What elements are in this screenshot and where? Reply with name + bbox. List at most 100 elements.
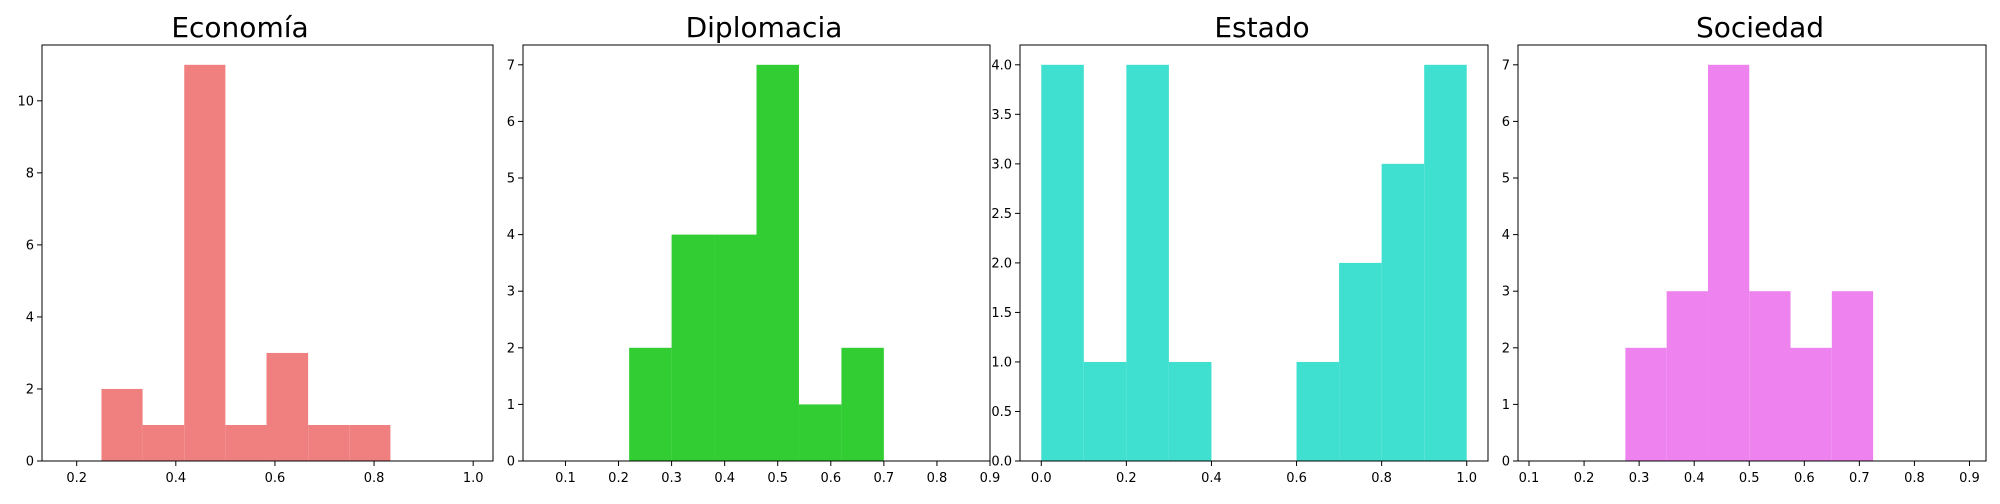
y-tick-label: 1 [507, 398, 515, 413]
y-tick-label: 1 [1502, 398, 1510, 413]
x-tick-label: 0.4 [165, 471, 186, 486]
histogram-bar [1168, 361, 1212, 461]
panel-title: Economía [171, 11, 308, 44]
histogram-bar [756, 64, 799, 462]
histogram-bar [629, 347, 672, 461]
x-tick-label: 0.2 [66, 471, 87, 486]
x-tick-label: 0.5 [767, 471, 788, 486]
panel-title: Estado [1214, 11, 1309, 44]
histogram-bar [1749, 291, 1791, 461]
panel-sociedad: Sociedad 0.1 0.2 0.3 0.4 0.5 0.6 0.7 0.8 0.9 0 1 2 3… [1502, 11, 1987, 486]
x-tick-label: 0.9 [1959, 471, 1980, 486]
histogram-bar [798, 404, 842, 461]
histogram-bar [1625, 347, 1667, 461]
y-tick-label: 1.5 [991, 306, 1012, 321]
histogram-bar [1666, 291, 1708, 461]
histogram-bar [142, 424, 185, 461]
panel-title: Sociedad [1696, 11, 1824, 44]
x-tick-label: 0.6 [820, 471, 841, 486]
y-tick-label: 1.0 [991, 355, 1012, 370]
y-tick-label: 10 [17, 94, 34, 109]
y-tick-label: 7 [1502, 58, 1510, 73]
x-tick-label: 0.2 [1574, 471, 1595, 486]
histogram-bar [225, 424, 267, 461]
x-tick-label: 0.3 [661, 471, 682, 486]
y-tick-label: 2 [26, 382, 34, 397]
y-tick-label: 6 [1502, 115, 1510, 130]
histogram-bar [1707, 64, 1750, 462]
x-tick-label: 0.3 [1629, 471, 1650, 486]
histogram-bar [266, 352, 309, 461]
y-tick-label: 2 [507, 341, 515, 356]
axes-frame [522, 44, 991, 462]
y-tick-label: 0 [26, 455, 34, 470]
histogram-bar [671, 234, 715, 461]
histogram-bar [841, 347, 884, 461]
axes-frame [1517, 44, 1987, 462]
y-tick-label: 0 [507, 455, 515, 470]
x-tick-label: 0.2 [1116, 471, 1137, 486]
y-tick-label: 3.5 [991, 108, 1012, 123]
histogram-bar [1041, 64, 1084, 462]
histogram-bar [1790, 347, 1832, 461]
x-tick-label: 0.7 [874, 471, 895, 486]
y-tick-label: 4 [507, 228, 515, 243]
y-tick-label: 0.0 [991, 455, 1012, 470]
y-tick-label: 3.0 [991, 157, 1012, 172]
y-tick-label: 3 [1502, 285, 1510, 300]
y-tick-label: 4 [26, 310, 34, 325]
y-tick-label: 4.0 [991, 58, 1012, 73]
x-tick-label: 0.8 [364, 471, 385, 486]
x-tick-label: 0.8 [927, 471, 948, 486]
x-tick-label: 0.1 [1519, 471, 1540, 486]
histogram-bar [1126, 64, 1169, 462]
panel-title: Diplomacia [686, 11, 843, 44]
x-tick-label: 0.9 [980, 471, 1001, 486]
histogram-bar [101, 388, 143, 461]
y-tick-label: 4 [1502, 228, 1510, 243]
x-tick-label: 0.6 [265, 471, 286, 486]
x-tick-label: 0.8 [1904, 471, 1925, 486]
x-tick-label: 1.0 [1456, 471, 1477, 486]
histogram-bar [1381, 163, 1425, 461]
x-tick-label: 0.8 [1371, 471, 1392, 486]
panel-diplomacia: Diplomacia 0.1 0.2 0.3 0.4 0.5 0.6 0.7 0.8 0.9 0 1… [507, 11, 1001, 486]
histogram-bar [714, 234, 757, 461]
x-tick-label: 0.6 [1794, 471, 1815, 486]
y-tick-label: 5 [1502, 172, 1510, 187]
x-tick-label: 0.4 [714, 471, 735, 486]
x-tick-label: 0.7 [1849, 471, 1870, 486]
histogram-bar [1424, 64, 1467, 462]
y-tick-label: 0 [1502, 455, 1510, 470]
y-tick-label: 2.0 [991, 256, 1012, 271]
axes-frame [41, 44, 494, 462]
histogram-bar [1296, 361, 1340, 461]
y-tick-label: 6 [507, 115, 515, 130]
y-tick-label: 7 [507, 58, 515, 73]
y-tick-label: 2 [1502, 341, 1510, 356]
x-tick-label: 0.4 [1684, 471, 1705, 486]
x-tick-label: 0.4 [1201, 471, 1222, 486]
panel-estado: Estado 0.0 0.2 0.4 0.6 0.8 1.0 0.0 0.5 1.0 1.5 2.0… [991, 11, 1489, 486]
y-tick-label: 0.5 [991, 405, 1012, 420]
x-tick-label: 0.5 [1739, 471, 1760, 486]
histogram-bar [1831, 291, 1874, 461]
y-tick-label: 2.5 [991, 207, 1012, 222]
axes-frame [1019, 44, 1489, 462]
x-tick-label: 1.0 [463, 471, 484, 486]
y-tick-label: 8 [26, 166, 34, 181]
histogram-bar [308, 424, 350, 461]
panel-economia: Economía 0.2 0.4 0.6 0.8 1.0 0 2 4 6 8 10 [17, 11, 494, 486]
x-tick-label: 0.0 [1031, 471, 1052, 486]
y-tick-label: 6 [26, 238, 34, 253]
histogram-bar [1083, 361, 1127, 461]
x-tick-label: 0.1 [555, 471, 576, 486]
histogram-bar [1339, 262, 1382, 461]
y-tick-label: 5 [507, 172, 515, 187]
histogram-bar [349, 424, 391, 461]
x-tick-label: 0.2 [608, 471, 629, 486]
x-tick-label: 0.6 [1286, 471, 1307, 486]
histogram-bar [184, 64, 226, 462]
